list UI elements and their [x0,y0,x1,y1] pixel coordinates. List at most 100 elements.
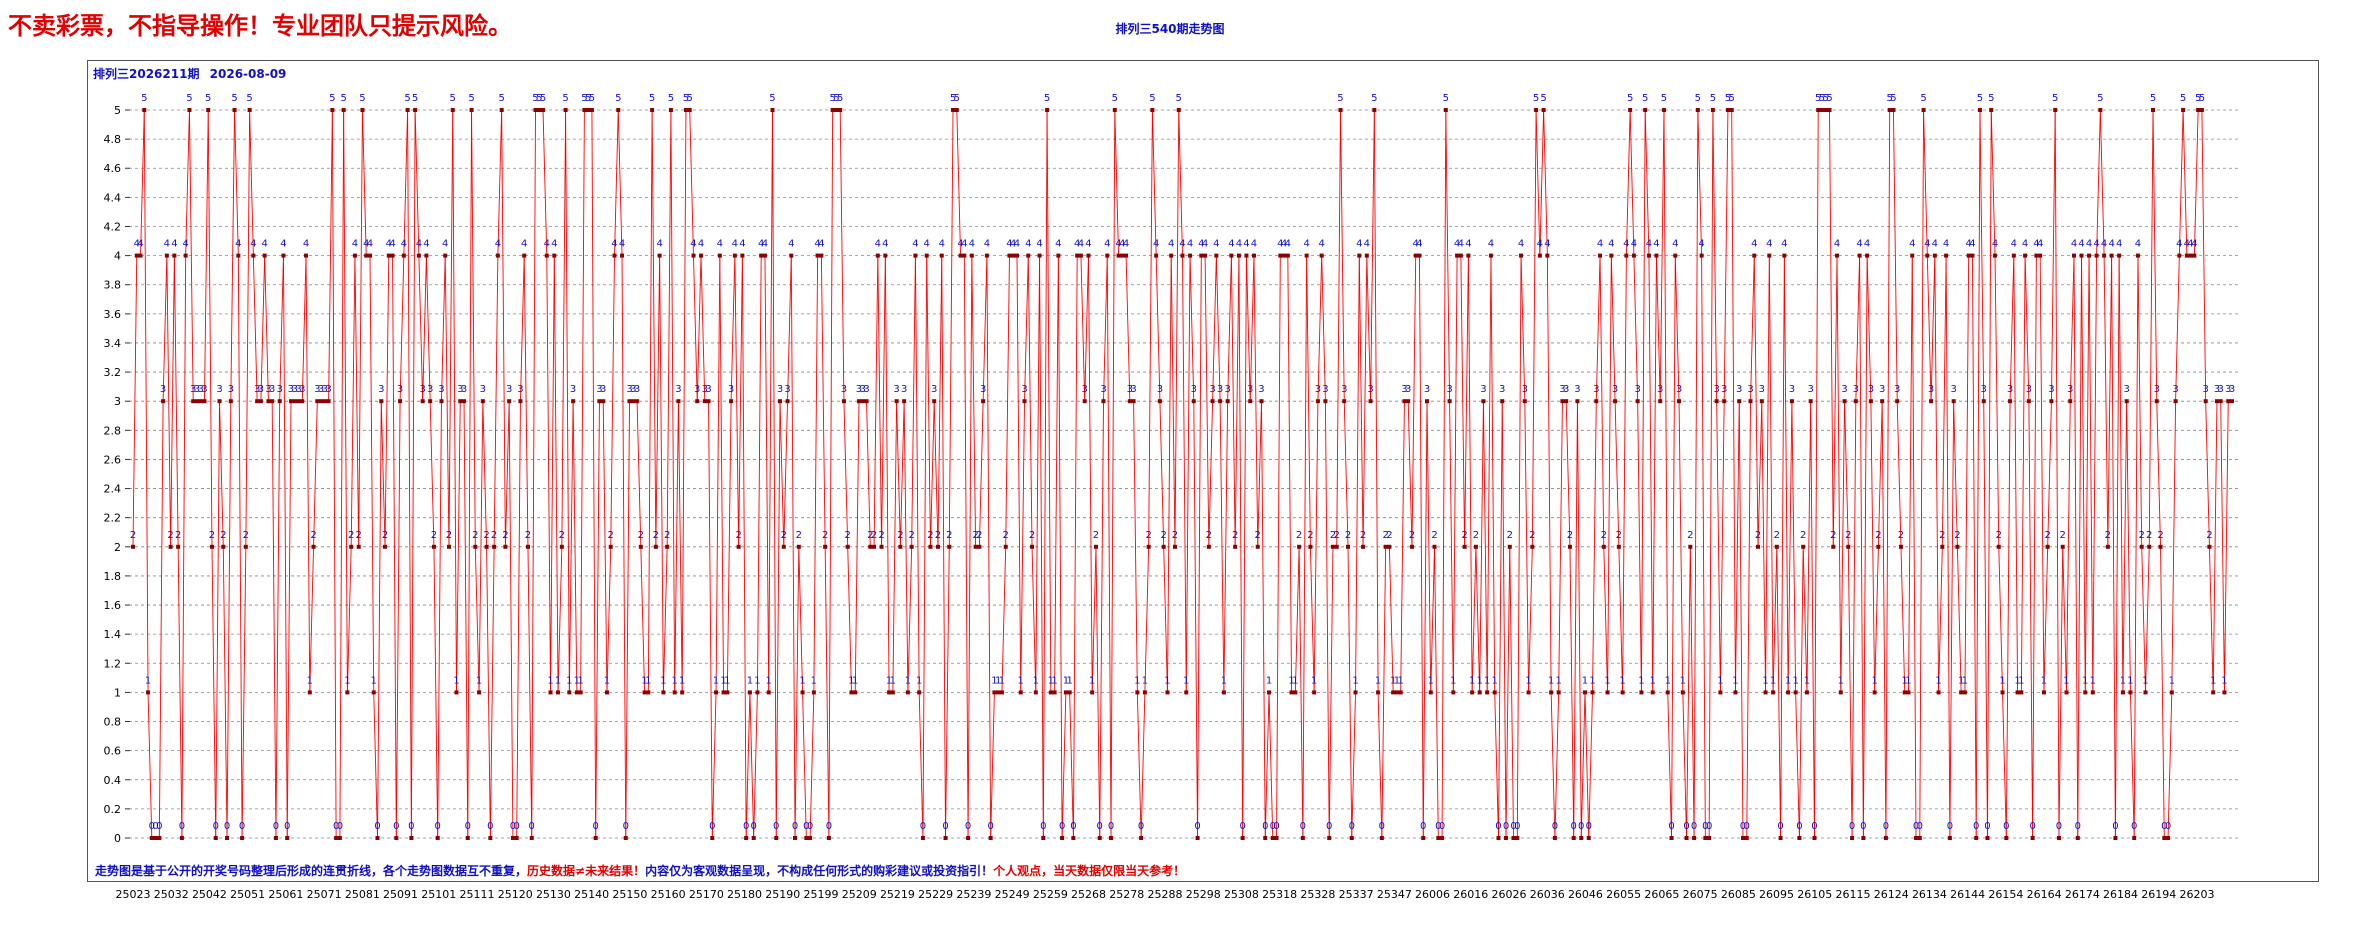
data-point [2135,253,2140,258]
data-label: 2 [1567,530,1573,541]
data-point [1327,836,1332,840]
data-label: 4 [164,239,170,250]
data-label: 4 [1909,239,1915,250]
data-point [1398,690,1403,695]
data-label: 0 [393,821,399,832]
data-point [1315,399,1320,404]
data-label: 2 [130,530,136,541]
series-line-segment [407,109,412,839]
series-line-segment [553,255,559,693]
data-label: 4 [1119,239,1125,250]
data-label: 5 [2195,93,2201,104]
y-tick-label: 3 [114,395,121,408]
series-line-segment [362,109,367,256]
series-line-segment [666,109,672,547]
data-label: 3 [427,384,433,395]
data-label: 4 [137,239,143,250]
series-line-segment [1242,255,1247,839]
x-tick-label: 26036 [1530,888,1565,901]
data-point [1567,544,1572,549]
data-point [1458,253,1463,258]
data-label: 4 [912,239,918,250]
data-label: 0 [1796,821,1802,832]
x-tick-label: 25120 [498,888,533,901]
x-tick-label: 25209 [842,888,877,901]
data-label: 1 [476,675,482,686]
data-label: 1 [1134,675,1140,686]
data-point [1263,836,1268,840]
data-point [1067,690,1072,695]
data-label: 2 [1145,530,1151,541]
series-line-segment [1027,255,1033,547]
series-line-segment [1893,109,1898,402]
data-label: 3 [277,384,283,395]
data-point [1488,253,1493,258]
data-point [2049,399,2054,404]
series-line-segment [1249,255,1255,402]
data-point [1831,544,1836,549]
series-line-segment [1309,546,1315,693]
data-point [206,108,211,112]
series-line-segment [1498,401,1503,839]
data-label: 2 [664,530,670,541]
series-line-segment [971,255,977,547]
series-line-segment [2145,546,2150,693]
data-point [1560,399,1565,404]
data-label: 1 [2063,675,2069,686]
data-point [1774,544,1779,549]
data-point [2226,399,2231,404]
data-label: 1 [1450,675,1456,686]
data-point [1534,108,1539,112]
series-line-segment [2013,255,2019,693]
data-label: 4 [235,239,241,250]
data-point [1782,253,1787,258]
data-point [947,544,952,549]
data-label: 3 [1157,384,1163,395]
series-line-segment [1877,401,1883,547]
data-point [721,690,726,695]
data-label: 2 [1845,530,1851,541]
series-line-segment [1994,255,2000,547]
data-point [198,399,203,404]
data-point [838,108,843,112]
series-line-segment [1276,255,1281,839]
data-label: 3 [198,384,204,395]
data-label: 1 [660,675,666,686]
data-point [1710,108,1715,112]
data-point [1646,253,1651,258]
data-label: 3 [517,384,523,395]
series-line-segment [471,109,476,547]
series-line-segment [617,109,623,256]
data-point [1240,836,1245,840]
y-tick-label: 3.8 [104,279,122,292]
data-point [1838,690,1843,695]
data-label: 3 [1217,384,1223,395]
data-point [894,399,899,404]
data-label: 5 [1710,93,1716,104]
data-point [1737,399,1742,404]
data-label: 0 [1586,821,1592,832]
data-label: 2 [1296,530,1302,541]
data-point [1699,253,1704,258]
series-line-segment [1637,401,1642,693]
x-tick-label: 25219 [880,888,915,901]
data-label: 0 [2029,821,2035,832]
data-point [1206,544,1211,549]
data-label: 4 [2187,239,2193,250]
series-line-segment [2050,109,2056,402]
data-point [608,544,613,549]
data-label: 2 [2157,530,2163,541]
data-label: 5 [1533,93,1539,104]
series-line-segment [1648,255,1654,693]
data-label: 3 [265,384,271,395]
data-label: 5 [615,93,621,104]
data-label: 2 [1954,530,1960,541]
data-point [202,399,207,404]
data-label: 4 [2135,239,2141,250]
data-label: 3 [322,384,328,395]
data-label: 0 [1849,821,1855,832]
data-label: 3 [1574,384,1580,395]
series-line-segment [1422,401,1428,839]
series-line-segment [1746,401,1751,839]
data-point [273,836,278,840]
